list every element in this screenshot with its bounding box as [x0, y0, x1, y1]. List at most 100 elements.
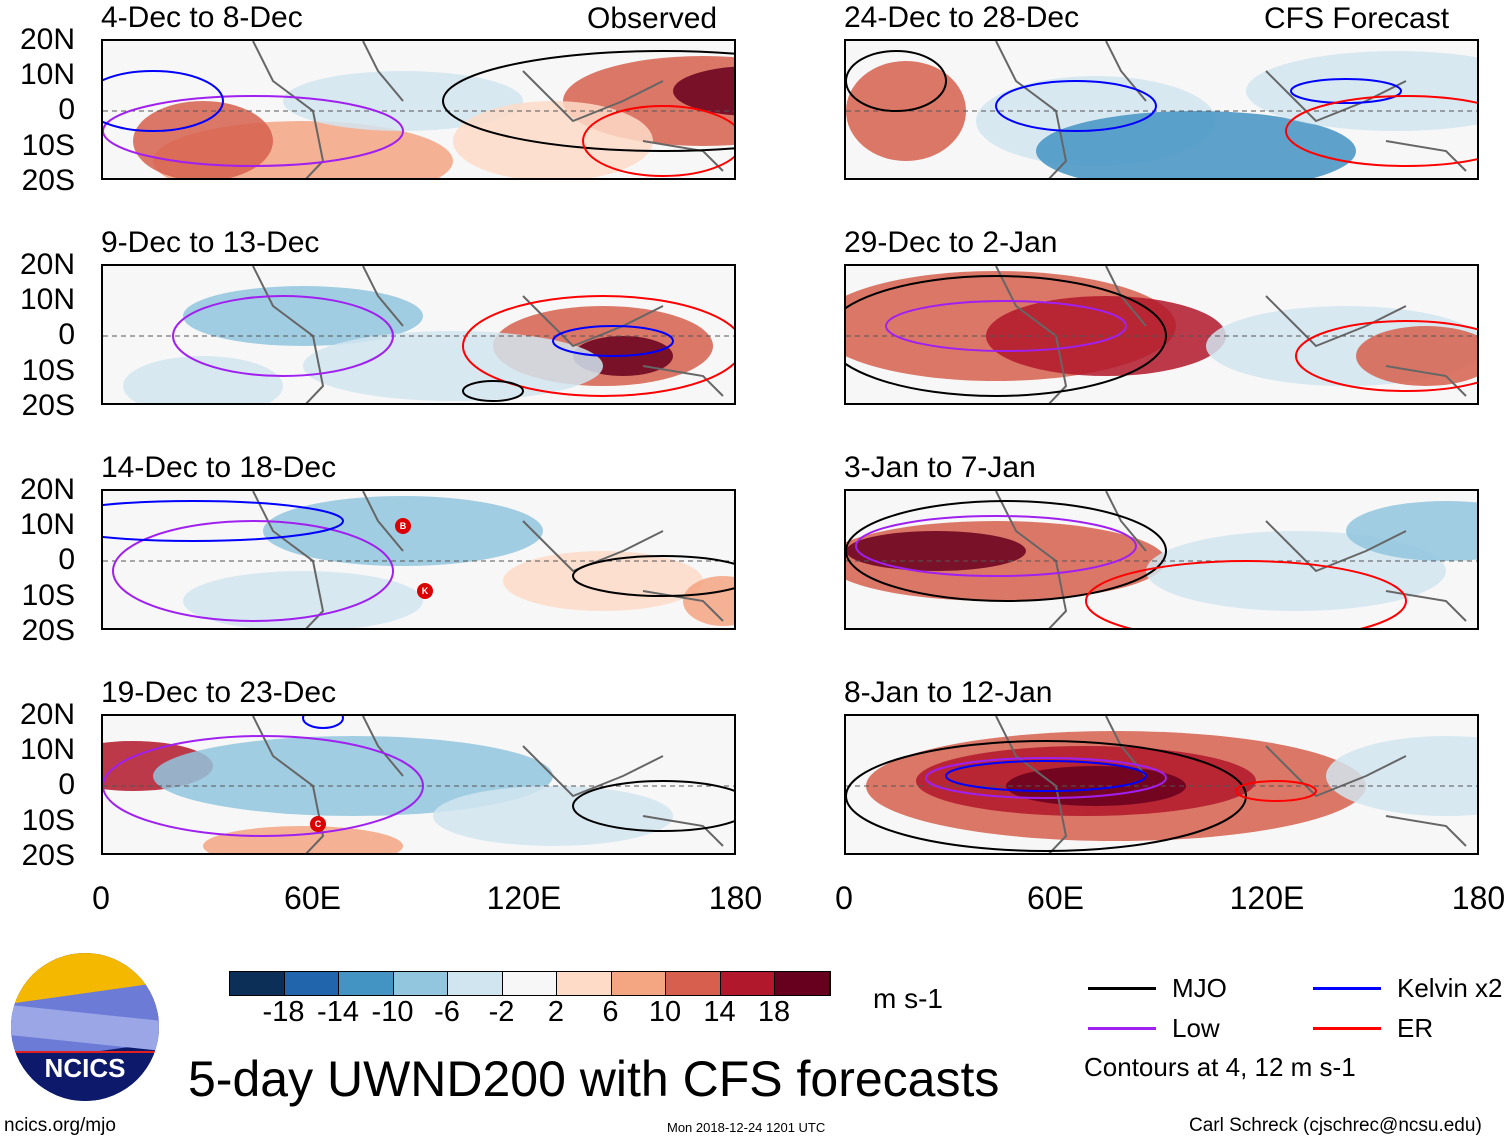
latitude-label: 0 [58, 318, 75, 352]
latitude-label: 20N [19, 473, 75, 506]
colorbar-swatch [775, 972, 830, 995]
wave-contour [103, 95, 404, 167]
wave-contour [552, 325, 674, 357]
wave-contour [572, 555, 734, 597]
wave-contour [885, 300, 1127, 352]
legend-line [1088, 1027, 1156, 1030]
author: Carl Schreck (cjschrec@ncsu.edu) [1189, 1115, 1482, 1136]
wind-anomaly-area [1146, 531, 1446, 611]
wind-anomaly-area [986, 296, 1226, 376]
tropical-cyclone-icon: K [417, 583, 433, 599]
colorbar-tick-label: 2 [547, 996, 565, 1028]
wind-anomaly-area [123, 356, 283, 403]
source-url[interactable]: ncics.org/mjo [4, 1115, 116, 1136]
latitude-label: 10N [19, 283, 75, 317]
wave-contour [1295, 320, 1477, 392]
colorbar-tick-label: 10 [648, 996, 682, 1028]
legend-label: MJO [1172, 973, 1227, 1003]
wind-anomaly-area [673, 66, 734, 116]
longitude-label: 180 [1451, 880, 1506, 916]
latitude-label: 10N [19, 58, 75, 92]
legend-label: ER [1397, 1013, 1434, 1043]
observed-label: Observed [587, 2, 718, 35]
latitude-label: 10S [21, 578, 75, 612]
wave-contour [582, 105, 734, 177]
latitude-label: 0 [58, 543, 75, 577]
tropical-cyclone-icon: C [310, 816, 326, 832]
colorbar-swatch [448, 972, 503, 995]
latitude-label: 10S [21, 353, 75, 387]
wind-anomaly-area [683, 576, 734, 626]
panel-title: 8-Jan to 12-Jan [844, 676, 1053, 709]
wave-contour [1235, 780, 1317, 802]
wave-contour [442, 50, 734, 152]
wave-contour [995, 80, 1157, 132]
panel-title: 3-Jan to 7-Jan [844, 451, 1036, 484]
wind-anomaly-area [203, 826, 403, 853]
map-panel-right-4 [844, 714, 1479, 855]
wind-anomaly-area [183, 286, 423, 346]
panel-title: 29-Dec to 2-Jan [844, 226, 1058, 259]
wave-contour [925, 757, 1167, 799]
colorbar-swatch [720, 972, 775, 995]
wave-contour [846, 50, 947, 112]
wave-contour [462, 380, 524, 402]
colorbar-tick-label: -10 [371, 996, 414, 1028]
colorbar-swatch [230, 972, 285, 995]
longitude-label: 60E [284, 880, 341, 916]
wave-contour [1290, 78, 1402, 104]
logo-text: NCICS [44, 1053, 126, 1083]
wind-anomaly-area [433, 786, 673, 846]
colorbar-swatch [284, 972, 339, 995]
wave-contour [462, 295, 734, 397]
latitude-label: 20S [21, 163, 75, 197]
longitude-label: 0 [835, 880, 853, 916]
colorbar-tick-label: 6 [602, 996, 619, 1028]
wave-contour [846, 740, 1247, 852]
wind-anomaly-area [1246, 51, 1477, 131]
wave-contour [103, 70, 224, 132]
wave-contour [1085, 560, 1407, 628]
colorbar-tick-label: -14 [317, 996, 359, 1028]
wave-contour [1285, 95, 1477, 167]
wave-contour [112, 520, 394, 622]
latitude-label: 20S [21, 388, 75, 422]
wind-anomaly-area [846, 531, 1026, 571]
map-panel-right-1 [844, 39, 1479, 180]
timestamp: Mon 2018-12-24 1201 UTC [667, 1120, 826, 1135]
wind-anomaly-area [453, 101, 653, 178]
latitude-label: 10N [19, 733, 75, 767]
latitude-label: 20N [19, 23, 75, 56]
latitude-label: 20S [21, 613, 75, 647]
wind-anomaly-area [133, 101, 273, 178]
wave-contour [302, 716, 344, 729]
colorbar-swatch [611, 972, 666, 995]
colorbar-tick-label: -2 [488, 996, 515, 1028]
latitude-label: 20N [19, 698, 75, 731]
forecast-label: CFS Forecast [1264, 2, 1450, 35]
panel-title: 19-Dec to 23-Dec [101, 676, 337, 709]
colorbar-swatch [502, 972, 557, 995]
legend-note: Contours at 4, 12 m s-1 [1084, 1052, 1356, 1082]
longitude-label: 120E [486, 880, 562, 916]
colorbar-tick-label: 14 [703, 996, 736, 1028]
latitude-label: 0 [58, 768, 75, 802]
colorbar-swatch [393, 972, 448, 995]
legend-line [1313, 987, 1381, 990]
map-panel-right-3 [844, 489, 1479, 630]
longitude-label: 60E [1027, 880, 1084, 916]
colorbar-swatch [557, 972, 612, 995]
colorbar-tick-label: -6 [434, 996, 460, 1028]
wind-anomaly-area [153, 736, 553, 816]
colorbar-tick-label: 18 [757, 996, 791, 1028]
colorbar-tick-label: -18 [262, 996, 305, 1028]
legend-label: Kelvin x2 [1397, 973, 1503, 1003]
latitude-label: 20N [19, 248, 75, 281]
panel-title: 14-Dec to 18-Dec [101, 451, 337, 484]
longitude-label: 120E [1229, 880, 1305, 916]
ncics-logo: NCICS [11, 953, 159, 1101]
longitude-label: 0 [92, 880, 110, 916]
map-panel-left-4: C [101, 714, 736, 855]
wind-anomaly-area [1356, 326, 1477, 386]
